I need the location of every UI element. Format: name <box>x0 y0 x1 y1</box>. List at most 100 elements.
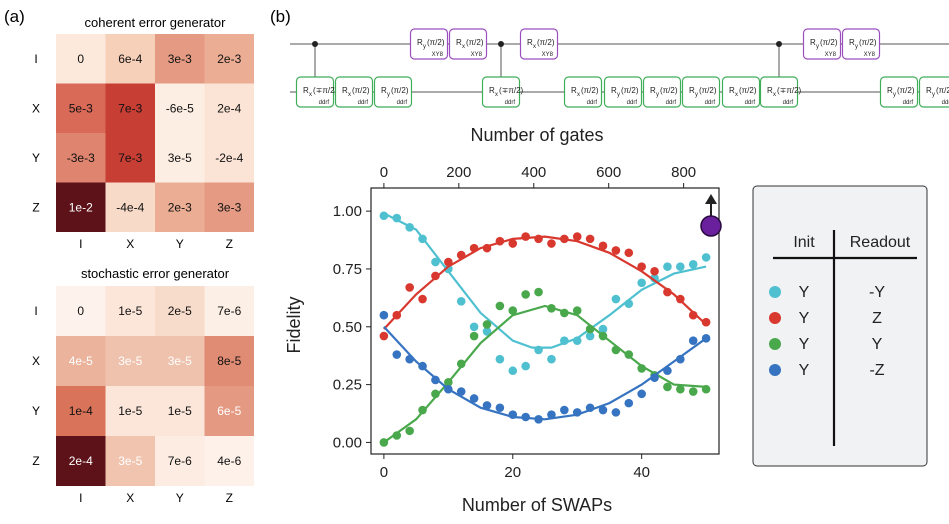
data-point-series-2 <box>470 332 479 341</box>
spin-icon <box>701 194 721 236</box>
control-dot <box>776 41 782 47</box>
data-point-series-3 <box>380 311 389 320</box>
gate-axis: x <box>773 92 776 98</box>
y-axis-label: Fidelity <box>284 296 304 353</box>
gate-subscript: ddrf <box>505 100 516 106</box>
heatmap-col-label: I <box>79 491 82 505</box>
heatmap-cell-label: -2e-4 <box>215 151 243 165</box>
data-point-series-0 <box>676 262 685 271</box>
data-point-series-2 <box>624 350 633 359</box>
data-point-series-3 <box>547 410 556 419</box>
heatmap-cell-label: 2e-4 <box>217 101 241 115</box>
data-point-series-3 <box>624 399 633 408</box>
heatmap-cell-label: 7e-3 <box>118 151 142 165</box>
gate-angle: (π/2) <box>581 86 599 95</box>
data-point-series-2 <box>457 359 466 368</box>
heatmap-col-label: I <box>79 237 82 251</box>
data-point-series-2 <box>405 427 414 436</box>
data-point-series-1 <box>650 267 659 276</box>
heatmap-cell-label: 1e-5 <box>118 404 142 418</box>
data-point-series-3 <box>392 350 401 359</box>
data-point-series-1 <box>637 262 646 271</box>
data-point-series-0 <box>470 322 479 331</box>
heatmap-row-label: X <box>32 101 40 115</box>
gate-subscript: XY8 <box>542 52 554 58</box>
data-point-series-1 <box>521 232 530 241</box>
heatmap-title: coherent error generator <box>85 15 227 30</box>
legend-readout: -Y <box>869 284 885 301</box>
data-point-series-3 <box>431 376 440 385</box>
data-point-series-0 <box>405 223 414 232</box>
data-point-series-3 <box>650 373 659 382</box>
heatmap-cell-label: 1e-5 <box>168 404 192 418</box>
data-point-series-3 <box>676 355 685 364</box>
data-point-series-0 <box>702 253 711 262</box>
data-point-series-2 <box>392 431 401 440</box>
heatmap-cell-label: 4e-5 <box>69 354 93 368</box>
x-axis-label: Number of SWAPs <box>462 495 612 515</box>
data-point-series-3 <box>663 366 672 375</box>
gate-subscript: XY8 <box>471 52 483 58</box>
data-point-series-2 <box>599 332 608 341</box>
gate-subscript: XY8 <box>864 52 876 58</box>
data-point-series-2 <box>521 290 530 299</box>
data-point-series-1 <box>392 311 401 320</box>
gate-subscript: XY8 <box>825 52 837 58</box>
data-point-series-1 <box>689 311 698 320</box>
gate-axis: x <box>533 44 536 50</box>
gate-axis: y <box>855 44 858 50</box>
heatmap-cell-label: 7e-6 <box>168 454 192 468</box>
data-point-series-3 <box>483 401 492 410</box>
gate-axis: y <box>893 92 896 98</box>
gate-angle: (π/2) <box>391 86 409 95</box>
gate-axis: y <box>932 92 935 98</box>
legend-init: Y <box>799 310 810 327</box>
heatmap-title: stochastic error generator <box>81 266 230 281</box>
data-point-series-3 <box>508 410 517 419</box>
top-x-tick-label: 800 <box>671 164 696 181</box>
heatmap-cell-label: 3e-3 <box>217 200 241 214</box>
control-dot <box>498 41 504 47</box>
gate-subscript: ddrf <box>587 100 598 106</box>
gate-angle: (π/2) <box>699 86 717 95</box>
control-dot <box>312 41 318 47</box>
panel-a-label: (a) <box>4 7 25 26</box>
gate-angle: (π/2) <box>660 86 678 95</box>
data-point-series-3 <box>457 387 466 396</box>
data-point-series-2 <box>586 325 595 334</box>
data-point-series-3 <box>689 336 698 345</box>
data-point-series-1 <box>444 258 453 267</box>
gate-axis: y <box>695 92 698 98</box>
panel-b-label: (b) <box>270 7 291 26</box>
heatmap-row-label: I <box>34 304 37 318</box>
gate-axis: x <box>495 92 498 98</box>
data-point-series-3 <box>521 413 530 422</box>
data-point-series-2 <box>676 385 685 394</box>
gate-axis: x <box>577 92 580 98</box>
y-tick-label: 0.25 <box>333 377 362 394</box>
data-point-series-0 <box>637 279 646 288</box>
gate-subscript: ddrf <box>627 100 638 106</box>
gate-angle: (π/2) <box>537 38 555 47</box>
heatmap-cell-label: 8e-5 <box>217 354 241 368</box>
data-point-series-2 <box>508 306 517 315</box>
data-point-series-1 <box>573 232 582 241</box>
data-point-series-3 <box>637 390 646 399</box>
gate-angle: (π/2) <box>820 38 838 47</box>
data-point-series-0 <box>547 355 556 364</box>
heatmap-row-label: Y <box>32 151 40 165</box>
heatmap-col-label: X <box>126 237 134 251</box>
data-point-series-2 <box>663 383 672 392</box>
gate-subscript: ddrf <box>397 100 408 106</box>
